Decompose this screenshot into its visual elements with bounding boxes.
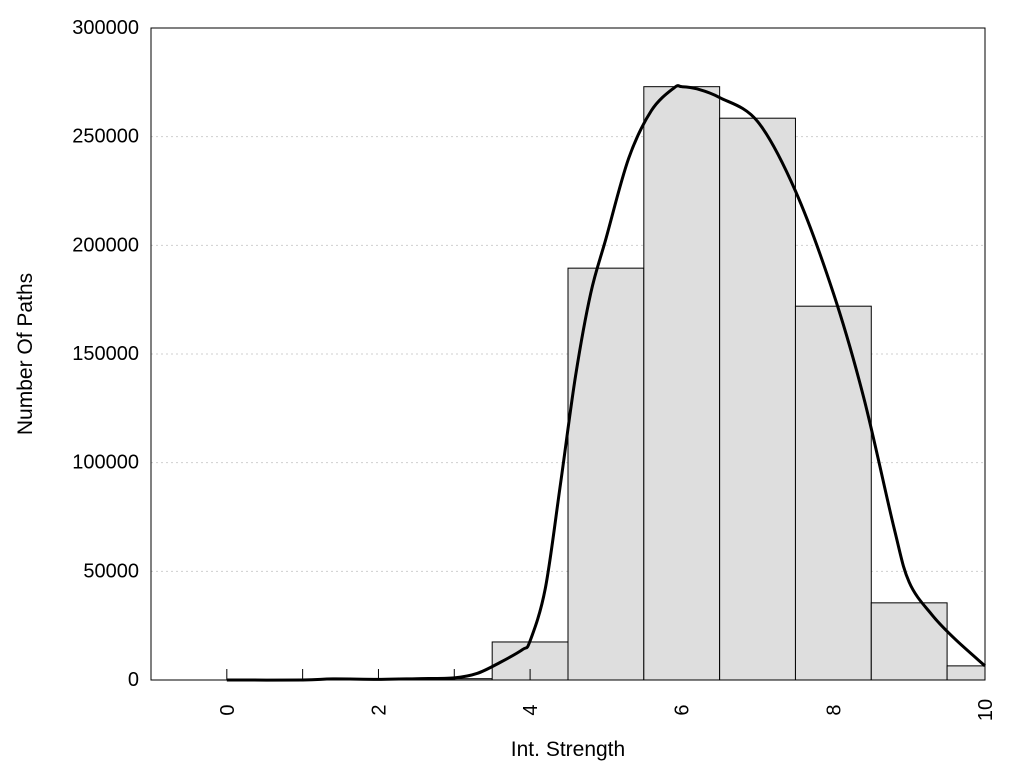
x-tick-label: 4 (520, 704, 542, 715)
y-tick-label: 100000 (72, 452, 139, 474)
y-tick-label: 50000 (83, 560, 139, 582)
x-tick-label: 2 (368, 704, 390, 715)
histogram-bar (794, 305, 872, 681)
x-tick-label: 8 (823, 704, 845, 715)
y-tick-label: 150000 (72, 343, 139, 365)
x-tick-label: 0 (217, 704, 239, 715)
y-tick-label: 0 (128, 669, 139, 691)
y-tick-label: 300000 (72, 17, 139, 39)
y-axis-ticks: 0 50000 100000 150000 200000 250000 300000 (72, 17, 139, 691)
histogram-bar (567, 267, 645, 681)
x-tick-label: 6 (672, 704, 694, 715)
x-axis-ticks: 0 2 4 6 8 10 (217, 669, 997, 721)
y-tick-label: 200000 (72, 234, 139, 256)
x-axis-title: Int. Strength (511, 738, 625, 761)
x-tick-label: 10 (975, 699, 997, 721)
histogram-bar (719, 117, 796, 681)
histogram-bar (946, 665, 986, 681)
y-axis-title: Number Of Paths (14, 273, 37, 435)
histogram-bars (340, 86, 986, 681)
y-tick-label: 250000 (72, 126, 139, 148)
plot-area-frame (150, 27, 986, 681)
histogram-bar (870, 602, 948, 681)
histogram-bar (643, 86, 721, 681)
